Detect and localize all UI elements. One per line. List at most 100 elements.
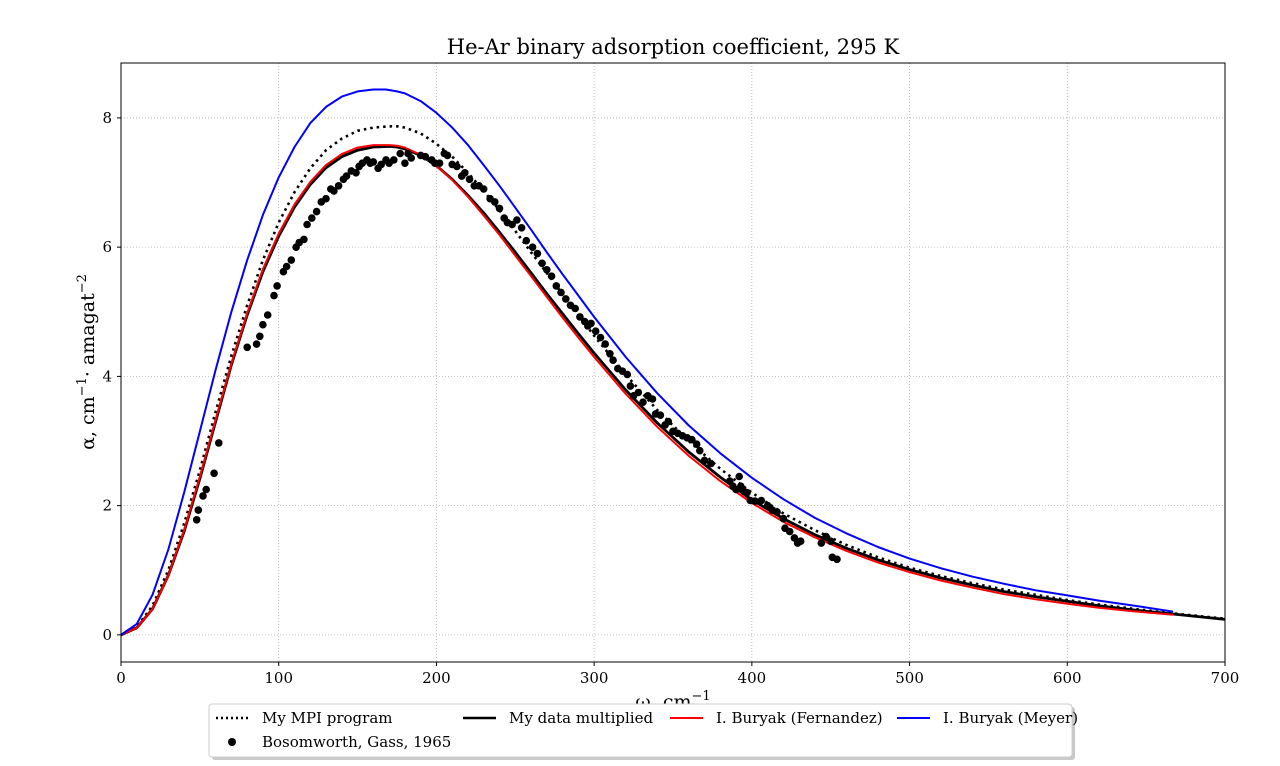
data-point-bosomworth [461,169,469,177]
data-point-bosomworth [743,488,751,497]
chart-title: He-Ar binary adsorption coefficient, 295… [447,35,900,59]
data-point-bosomworth [215,439,223,447]
data-point-bosomworth [287,256,296,264]
data-point-bosomworth [453,162,461,171]
data-point-bosomworth [634,388,643,397]
data-point-bosomworth [826,537,835,545]
y-tick-label: 0 [102,626,112,644]
data-point-bosomworth [763,501,772,510]
data-point-bosomworth [796,537,805,545]
x-tick-label: 700 [1211,669,1240,687]
data-point-bosomworth [601,340,609,348]
legend-label-fernandez: I. Buryak (Fernandez) [716,709,883,727]
data-point-bosomworth [664,417,673,426]
data-point-bosomworth [822,532,830,541]
data-point-bosomworth [587,319,595,328]
data-point-bosomworth [751,497,759,505]
data-point-bosomworth [202,485,210,494]
x-tick-label: 500 [895,669,924,687]
data-point-bosomworth [528,243,537,251]
plot-area [120,88,1226,637]
data-point-bosomworth [692,440,701,449]
data-point-bosomworth [552,282,561,290]
data-point-bosomworth [648,395,657,403]
x-tick-label: 400 [738,669,767,687]
data-point-bosomworth [479,185,488,193]
data-point-bosomworth [334,182,343,190]
y-tick-label: 4 [102,367,112,385]
legend-label-bosomworth: Bosomworth, Gass, 1965 [262,733,451,751]
data-point-bosomworth [833,555,841,564]
legend-marker-bosomworth [228,738,236,746]
data-point-bosomworth [517,224,526,232]
data-point-bosomworth [390,156,398,164]
data-point-bosomworth [522,236,531,245]
data-point-bosomworth [396,149,405,158]
data-point-bosomworth [639,398,647,407]
data-point-bosomworth [407,154,416,162]
data-point-bosomworth [700,456,709,465]
data-point-bosomworth [757,496,766,505]
y-axis-label: α, cm−1· amagat−2 [75,274,99,450]
x-tick-label: 0 [116,669,126,687]
y-tick-label: 6 [102,238,112,256]
series-line-mpi [120,125,1226,637]
data-point-bosomworth [591,327,600,336]
y-tick-label: 8 [102,109,112,127]
data-point-bosomworth [259,320,267,329]
data-point-bosomworth [785,527,794,536]
data-point-bosomworth [252,340,261,348]
data-point-bosomworth [443,151,452,160]
data-point-bosomworth [707,459,715,468]
data-point-bosomworth [562,295,570,303]
data-point-bosomworth [656,411,665,420]
data-point-bosomworth [322,194,330,203]
data-point-bosomworth [547,272,556,281]
legend-label-multiplied: My data multiplied [509,709,653,727]
data-point-bosomworth [543,266,551,274]
x-tick-label: 200 [422,669,451,687]
data-point-bosomworth [270,291,278,300]
data-point-bosomworth [330,187,338,195]
data-point-bosomworth [817,539,826,547]
data-point-bosomworth [465,175,474,184]
data-point-bosomworth [773,508,781,516]
legend: My MPI program My data multiplied I. Bur… [208,703,1078,760]
legend-label-meyer: I. Buryak (Meyer) [943,709,1078,727]
data-point-bosomworth [312,207,321,216]
data-point-bosomworth [688,435,696,444]
data-point-bosomworth [308,214,316,222]
grid [121,63,1225,662]
data-point-bosomworth [199,492,207,500]
data-point-bosomworth [401,159,409,167]
data-point-bosomworth [623,370,632,379]
data-point-bosomworth [342,172,351,180]
data-point-bosomworth [352,169,360,177]
data-point-bosomworth [508,220,516,229]
x-tick-label: 600 [1053,669,1082,687]
data-point-bosomworth [779,514,788,523]
y-tick-label: 2 [102,497,112,515]
data-point-bosomworth [194,506,203,514]
series-line-fernandez [120,144,1174,636]
data-point-bosomworth [696,446,704,455]
data-point-bosomworth [243,343,251,352]
data-point-bosomworth [571,304,579,313]
data-point-bosomworth [735,472,743,481]
axes-frame [120,62,1226,663]
data-point-bosomworth [263,311,272,319]
data-point-bosomworth [576,313,584,321]
data-point-bosomworth [491,198,499,206]
data-point-bosomworth [192,516,201,524]
data-point-bosomworth [533,249,542,258]
data-point-bosomworth [626,382,635,390]
data-point-bosomworth [609,356,617,365]
x-tick-label: 100 [264,669,293,687]
legend-label-mpi: My MPI program [262,709,393,727]
data-point-bosomworth [596,333,605,342]
data-point-bosomworth [495,204,504,213]
data-point-bosomworth [255,332,264,341]
data-point-bosomworth [303,220,311,229]
series-line-meyer [120,88,1174,636]
